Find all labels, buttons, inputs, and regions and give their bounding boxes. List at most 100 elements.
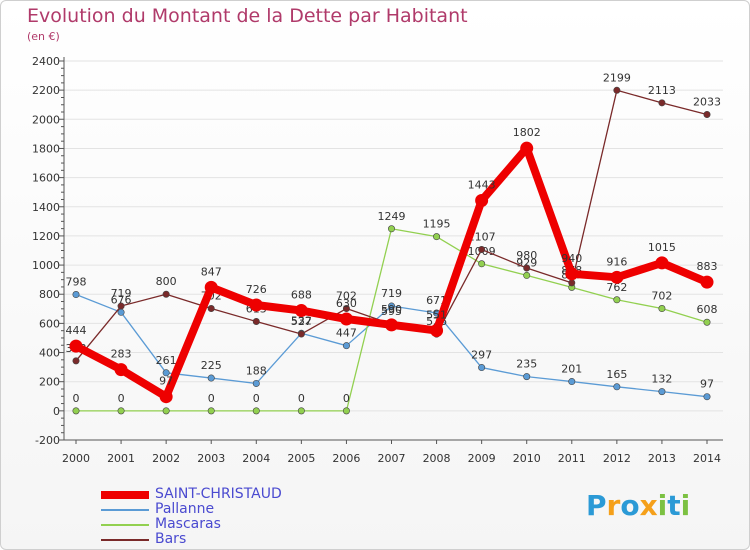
data-label-saint-christaud: 1443 (468, 179, 496, 192)
data-label-pallanne: 97 (700, 378, 714, 391)
data-label-mascaras: 0 (298, 392, 305, 405)
logo-letter: P (586, 489, 607, 522)
data-label-saint-christaud: 1015 (648, 241, 676, 254)
data-point-mascaras (117, 407, 125, 415)
data-point-bars (252, 317, 260, 325)
x-tick-label: 2009 (468, 452, 496, 465)
x-tick-label: 2014 (693, 452, 721, 465)
data-label-pallanne: 719 (381, 287, 402, 300)
y-tick-label: 1200 (32, 230, 60, 243)
y-tick-label: 2200 (32, 84, 60, 97)
x-tick-label: 2007 (378, 452, 406, 465)
data-point-saint-christaud (430, 324, 444, 338)
data-point-pallanne (252, 379, 260, 387)
data-point-mascaras (478, 260, 486, 268)
data-label-mascaras: 0 (253, 392, 260, 405)
legend-label-bars: Bars (155, 531, 187, 547)
y-tick-label: 600 (39, 317, 60, 330)
data-point-bars (117, 302, 125, 310)
legend-label-saint-christaud: SAINT-CHRISTAUD (155, 486, 282, 502)
data-point-mascaras (433, 233, 441, 241)
data-label-bars: 980 (516, 249, 537, 262)
y-tick-label: 1000 (32, 259, 60, 272)
data-point-saint-christaud (114, 363, 128, 377)
y-tick-label: 200 (39, 376, 60, 389)
y-tick-label: 800 (39, 288, 60, 301)
data-label-pallanne: 261 (156, 354, 177, 367)
data-label-saint-christaud: 726 (246, 283, 267, 296)
legend-label-pallanne: Pallanne (155, 501, 215, 517)
logo-letter: i (657, 489, 668, 522)
data-point-saint-christaud (610, 270, 624, 284)
data-point-pallanne (117, 308, 125, 316)
y-tick-label: 400 (39, 347, 60, 360)
data-point-mascaras (613, 296, 621, 304)
data-label-pallanne: 235 (516, 358, 537, 371)
data-label-mascaras: 702 (651, 290, 672, 303)
legend-swatch-saint-christaud (101, 491, 149, 499)
legend-swatch-bars (101, 539, 149, 541)
logo-letter: x (639, 489, 658, 522)
data-label-mascaras: 1249 (378, 210, 406, 223)
data-point-saint-christaud (385, 318, 398, 332)
x-tick-label: 2003 (197, 452, 225, 465)
data-label-saint-christaud: 1802 (513, 126, 541, 139)
logo-letter: o (620, 489, 640, 522)
data-point-pallanne (523, 373, 531, 381)
data-point-pallanne (387, 302, 395, 310)
data-point-bars (342, 305, 350, 313)
data-point-bars (72, 357, 80, 365)
data-label-pallanne: 188 (246, 364, 267, 377)
data-point-saint-christaud (565, 267, 579, 281)
data-point-saint-christaud (475, 194, 489, 208)
data-point-pallanne (658, 388, 666, 396)
data-label-pallanne: 676 (111, 293, 132, 306)
data-point-pallanne (207, 374, 215, 382)
data-label-bars: 800 (156, 275, 177, 288)
data-label-pallanne: 225 (201, 359, 222, 372)
y-tick-label: 1800 (32, 142, 60, 155)
y-tick-label: 1400 (32, 201, 60, 214)
data-label-saint-christaud: 883 (697, 260, 718, 273)
data-point-pallanne (162, 369, 170, 377)
x-tick-label: 2012 (603, 452, 631, 465)
data-point-bars (162, 290, 170, 298)
x-tick-label: 2005 (287, 452, 315, 465)
x-tick-label: 2008 (423, 452, 451, 465)
data-label-pallanne: 132 (651, 373, 672, 386)
data-point-bars (523, 264, 531, 272)
data-label-pallanne: 532 (291, 314, 312, 327)
x-tick-label: 2002 (152, 452, 180, 465)
data-point-mascaras (252, 407, 260, 415)
data-point-mascaras (207, 407, 215, 415)
logo-letter: i (680, 489, 691, 522)
data-label-saint-christaud: 551 (426, 309, 447, 322)
data-label-saint-christaud: 916 (606, 255, 627, 268)
data-label-saint-christaud: 940 (561, 252, 582, 265)
data-label-mascaras: 0 (343, 392, 350, 405)
chart-unit-label: (en €) (27, 30, 60, 43)
data-label-bars: 2113 (648, 84, 676, 97)
data-label-pallanne: 201 (561, 363, 582, 376)
data-label-bars: 527 (291, 315, 312, 328)
data-point-pallanne (478, 364, 486, 372)
legend-swatch-mascaras (101, 524, 149, 526)
logo-letter: r (606, 489, 621, 522)
legend-swatch-pallanne (101, 509, 149, 511)
data-label-mascaras: 762 (606, 281, 627, 294)
data-point-mascaras (658, 305, 666, 313)
data-label-pallanne: 447 (336, 327, 357, 340)
data-point-mascaras (162, 407, 170, 415)
data-label-mascaras: 0 (73, 392, 80, 405)
chart-title: Evolution du Montant de la Dette par Hab… (27, 5, 468, 27)
y-tick-label: 1600 (32, 172, 60, 185)
data-point-mascaras (387, 225, 395, 233)
x-tick-label: 2001 (107, 452, 135, 465)
data-label-mascaras: 1195 (423, 218, 451, 231)
y-tick-label: 0 (53, 405, 60, 418)
data-label-bars: 2033 (693, 95, 721, 108)
data-point-pallanne (72, 291, 80, 299)
x-tick-label: 2010 (513, 452, 541, 465)
x-tick-label: 2013 (648, 452, 676, 465)
